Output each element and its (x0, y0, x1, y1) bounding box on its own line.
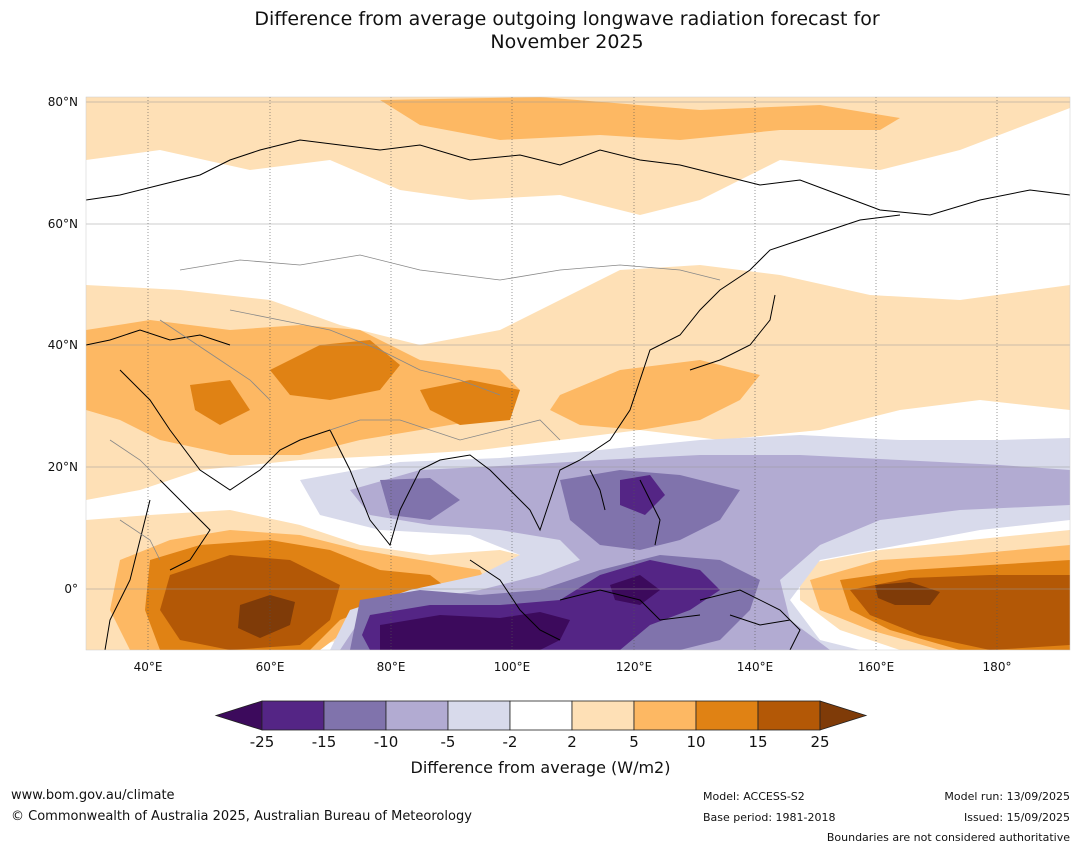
base-period-text: Base period: 1981-2018 (703, 811, 836, 824)
lon-label-100e: 100°E (493, 660, 531, 674)
colorbar-label: 2 (567, 733, 577, 751)
colorbar-segment (571, 700, 635, 731)
colorbar-label: -15 (311, 733, 337, 751)
colorbar-label: 25 (810, 733, 830, 751)
website-link[interactable]: www.bom.gov.au/climate (11, 788, 175, 803)
lat-label-80n: 80°N (47, 95, 78, 109)
coastlines (86, 139, 1070, 650)
gridlines (86, 101, 1070, 590)
lat-label-60n: 60°N (47, 217, 78, 231)
lon-label-60e: 60°E (255, 660, 285, 674)
map-title: Difference from average outgoing longwav… (0, 8, 1081, 54)
lon-label-40e: 40°E (133, 660, 163, 674)
colorbar-segment (509, 700, 573, 731)
map-frame (85, 96, 1071, 651)
lon-label-140e: 140°E (736, 660, 774, 674)
colorbar-label: -25 (249, 733, 275, 751)
copyright-text: © Commonwealth of Australia 2025, Austra… (11, 809, 472, 824)
colorbar-label: 10 (686, 733, 706, 751)
colorbar-title: Difference from average (W/m2) (410, 758, 671, 777)
country-borders (109, 254, 721, 561)
model-text: Model: ACCESS-S2 (703, 790, 805, 803)
colorbar-segment (633, 700, 697, 731)
lat-label-40n: 40°N (47, 338, 78, 352)
colorbar-segment (323, 700, 387, 731)
lat-label-0: 0° (64, 582, 78, 596)
lon-label-120e: 120°E (615, 660, 653, 674)
colorbar-segment (385, 700, 449, 731)
colorbar-segment (757, 700, 821, 731)
lon-label-80e: 80°E (376, 660, 406, 674)
colorbar-label: -2 (502, 733, 518, 751)
meridians (147, 97, 998, 650)
anomaly-above-25-fill (238, 582, 940, 638)
lon-label-160e: 160°E (857, 660, 895, 674)
colorbar-label: 5 (629, 733, 639, 751)
colorbar-label: -10 (373, 733, 399, 751)
colorbar-segment (447, 700, 511, 731)
map-area (86, 97, 1070, 650)
boundaries-note: Boundaries are not considered authoritat… (826, 831, 1070, 844)
colorbar (214, 700, 868, 731)
colorbar-segment (695, 700, 759, 731)
anomaly-below-minus25-fill (380, 575, 660, 650)
title-line-2: November 2025 (490, 31, 644, 53)
lat-label-20n: 20°N (47, 460, 78, 474)
lon-label-180: 180° (982, 660, 1012, 674)
colorbar-extend-high (819, 700, 868, 731)
colorbar-segment (261, 700, 325, 731)
colorbar-extend-low (214, 700, 263, 731)
model-run-text: Model run: 13/09/2025 (944, 790, 1070, 803)
title-line-1: Difference from average outgoing longwav… (254, 8, 880, 30)
colorbar-label: 15 (748, 733, 768, 751)
issued-text: Issued: 15/09/2025 (963, 811, 1070, 824)
colorbar-label: -5 (440, 733, 456, 751)
